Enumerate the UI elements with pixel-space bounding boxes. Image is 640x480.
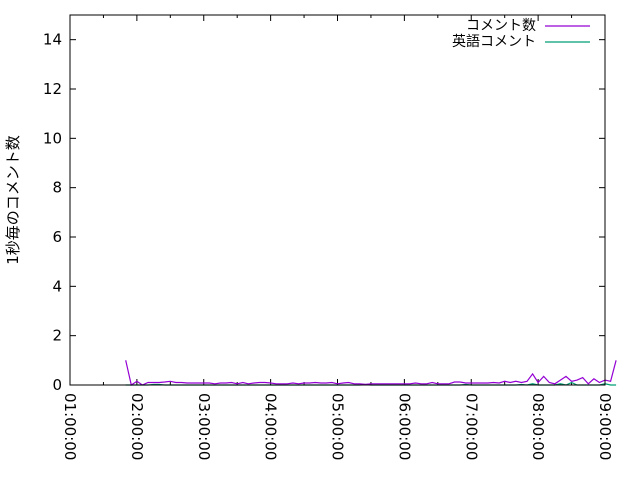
- y-tick-label: 10: [43, 129, 62, 147]
- series-line-0: [125, 360, 617, 386]
- y-tick-label: 14: [43, 31, 62, 49]
- y-tick-label: 0: [52, 376, 62, 394]
- y-tick-label: 12: [43, 80, 62, 98]
- x-tick-label: 01:00:00: [61, 393, 79, 460]
- y-tick-label: 4: [52, 277, 62, 295]
- axis-ticks: 0 2 4 6 8 10 12 14 01:00:00 02:00:00 03:00:00 04:00…: [43, 15, 614, 460]
- x-tick-label: 04:00:00: [262, 393, 280, 460]
- x-tick-label: 05:00:00: [329, 393, 347, 460]
- y-axis-label: 1秒毎のコメント数: [4, 135, 22, 265]
- x-tick-label: 06:00:00: [395, 393, 413, 460]
- legend-label-0: コメント数: [466, 18, 536, 34]
- legend-label-1: 英語コメント: [452, 33, 536, 50]
- y-tick-label: 2: [52, 327, 62, 345]
- legend: コメント数 英語コメント: [452, 18, 590, 50]
- y-tick-label: 8: [52, 179, 62, 197]
- series-lines: [125, 360, 617, 386]
- x-tick-label: 08:00:00: [529, 393, 547, 460]
- x-tick-label: 09:00:00: [596, 393, 614, 460]
- x-tick-label: 07:00:00: [462, 393, 480, 460]
- x-tick-label: 02:00:00: [128, 393, 146, 460]
- x-tick-label: 03:00:00: [195, 393, 213, 460]
- plot-border: [69, 14, 606, 386]
- y-tick-label: 6: [52, 228, 62, 246]
